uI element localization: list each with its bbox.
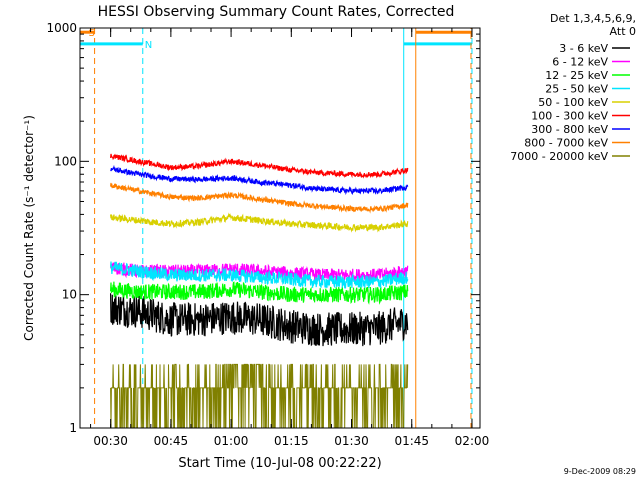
x-tick-label: 01:30 <box>334 434 369 448</box>
series-50-100-kev <box>110 212 409 233</box>
legend-entry-label: 6 - 12 keV <box>552 56 608 69</box>
series-line <box>110 281 409 305</box>
series-line <box>110 182 409 214</box>
legend-header: Att 0 <box>610 25 636 38</box>
series-line <box>110 153 409 179</box>
x-tick-label: 00:45 <box>154 434 189 448</box>
x-tick-label: 00:30 <box>93 434 128 448</box>
legend-entry-label: 50 - 100 keV <box>538 96 608 109</box>
timestamp: 9-Dec-2009 08:29 <box>564 467 636 476</box>
marker-label: N <box>145 40 152 51</box>
marker-label: S <box>89 28 95 39</box>
x-tick-label: 01:15 <box>274 434 309 448</box>
x-axis-label: Start Time (10-Jul-08 00:22:22) <box>178 456 381 471</box>
legend-entry-label: 800 - 7000 keV <box>524 137 608 150</box>
plot-marks: SN <box>80 28 473 429</box>
legend-entry-label: 100 - 300 keV <box>531 110 608 123</box>
plot-frame <box>79 27 481 429</box>
legend-entry-label: 7000 - 20000 keV <box>510 150 608 163</box>
x-tick-label: 01:45 <box>394 434 429 448</box>
series-300-800-kev <box>110 164 409 196</box>
legend-entry-label: 300 - 800 keV <box>531 123 608 136</box>
series-line <box>110 164 409 196</box>
legend-entry-label: 25 - 50 keV <box>545 83 608 96</box>
series-25-50-kev <box>110 261 409 289</box>
series-line <box>110 212 409 233</box>
chart-title: HESSI Observing Summary Count Rates, Cor… <box>98 4 455 20</box>
series-7000-20000-kev <box>110 363 409 429</box>
y-tick-label: 10 <box>62 288 77 302</box>
series-line <box>110 363 409 429</box>
axes: 1 10 100 1000 00:30 00:45 01:00 01:15 01:30 01:45… <box>46 21 489 448</box>
y-axis-label: Corrected Count Rate (s⁻¹ detector⁻¹) <box>22 115 36 341</box>
legend-entry-label: 3 - 6 keV <box>559 42 608 55</box>
series-12-25-kev <box>110 281 409 305</box>
series-3-6-kev <box>110 293 409 347</box>
legend-header: Det 1,3,4,5,6,9, <box>550 12 636 25</box>
y-tick-label: 100 <box>54 154 77 168</box>
y-tick-label: 1000 <box>46 21 77 35</box>
series-100-300-kev <box>110 153 409 179</box>
series-line <box>110 293 409 347</box>
series-line <box>110 261 409 289</box>
legend-entry-label: 12 - 25 keV <box>545 69 608 82</box>
y-tick-label: 1 <box>69 421 77 435</box>
x-tick-label: 01:00 <box>214 434 249 448</box>
series-800-7000-kev <box>110 182 409 214</box>
x-tick-label: 02:00 <box>455 434 490 448</box>
